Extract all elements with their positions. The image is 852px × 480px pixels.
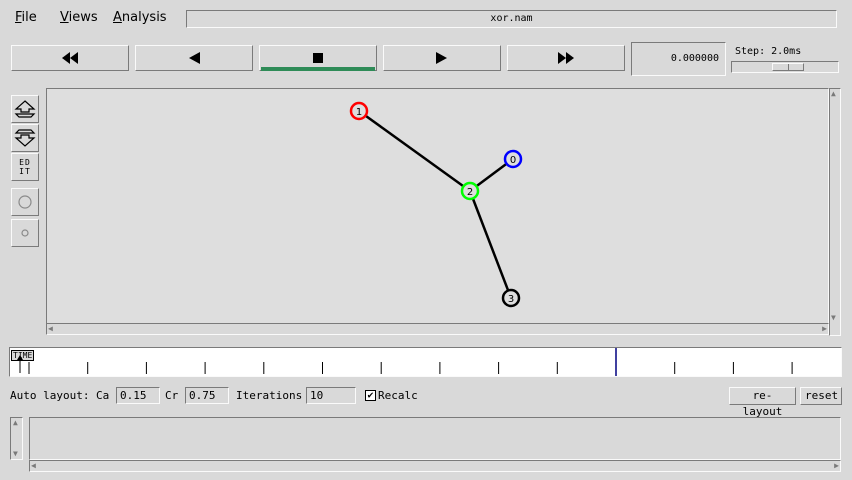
node-0[interactable]: 0 — [503, 149, 523, 169]
cr-input[interactable]: 0.75 — [185, 387, 229, 404]
menu-analysis[interactable]: Analysis — [113, 10, 167, 25]
menu-file[interactable]: File — [15, 10, 37, 25]
auto-layout-label: Auto layout: — [10, 389, 90, 402]
menu-views[interactable]: Views — [60, 10, 98, 25]
link-2-3 — [468, 190, 513, 299]
scroll-up-icon[interactable]: ▲ — [831, 89, 836, 98]
scroll-left-icon[interactable]: ◀ — [31, 461, 36, 470]
check-icon: ✔ — [367, 390, 374, 401]
node-0-label: 0 — [510, 155, 516, 166]
time-readout: 0.000000 — [631, 42, 726, 76]
output-vertical-scrollbar[interactable]: ▲ ▼ — [10, 417, 23, 460]
ca-label: Ca — [96, 389, 110, 402]
node-2-label: 2 — [467, 187, 473, 198]
play-forward-icon — [436, 52, 447, 64]
reset-button[interactable]: reset — [800, 387, 842, 405]
fast-rewind-button[interactable] — [11, 45, 129, 71]
zoom-in-icon — [14, 100, 36, 118]
network-canvas[interactable]: 1 0 2 3 — [46, 88, 829, 324]
node-2[interactable]: 2 — [460, 181, 480, 201]
circle-small-icon — [21, 229, 29, 237]
recalc-label: Recalc — [378, 389, 418, 402]
node-large-button[interactable] — [11, 188, 39, 216]
recalc-checkbox[interactable]: ✔ — [365, 390, 376, 401]
node-1-label: 1 — [356, 107, 362, 118]
scroll-up-icon[interactable]: ▲ — [13, 418, 18, 427]
network-graph: 1 0 2 3 — [349, 101, 523, 308]
cr-label: Cr — [165, 389, 179, 402]
fast-forward-icon — [558, 52, 574, 64]
step-label: Step: 2.0ms — [735, 46, 802, 57]
stop-button[interactable] — [259, 45, 377, 71]
canvas-vertical-scrollbar[interactable]: ▲ ▼ — [829, 88, 841, 336]
edit-button[interactable]: ED IT — [11, 153, 39, 181]
fast-forward-button[interactable] — [507, 45, 625, 71]
node-1[interactable]: 1 — [349, 101, 369, 121]
node-small-button[interactable] — [11, 219, 39, 247]
scroll-down-icon[interactable]: ▼ — [13, 449, 18, 458]
zoom-in-button[interactable] — [11, 95, 39, 123]
canvas-horizontal-scrollbar[interactable]: ◀ ▶ — [46, 323, 829, 335]
play-forward-button[interactable] — [383, 45, 501, 71]
link-1-2 — [358, 109, 471, 193]
timeline-ticks — [28, 348, 793, 376]
time-cursor-icon[interactable] — [17, 355, 23, 373]
circle-large-icon — [18, 195, 32, 209]
output-text-area[interactable] — [29, 417, 841, 460]
iterations-input[interactable]: 10 — [306, 387, 356, 404]
relayout-button[interactable]: re-layout — [729, 387, 796, 418]
edit-label: ED IT — [19, 158, 31, 176]
active-indicator — [261, 67, 375, 71]
time-label: TIME — [11, 350, 35, 361]
play-backward-icon — [189, 52, 200, 64]
node-3-label: 3 — [508, 294, 514, 305]
fast-rewind-icon — [62, 52, 78, 64]
timeline[interactable] — [9, 347, 842, 377]
output-horizontal-scrollbar[interactable]: ◀ ▶ — [29, 460, 841, 472]
scroll-down-icon[interactable]: ▼ — [831, 313, 836, 322]
stop-icon — [313, 53, 323, 63]
ca-input[interactable]: 0.15 — [116, 387, 160, 404]
scroll-right-icon[interactable]: ▶ — [822, 324, 827, 333]
play-backward-button[interactable] — [135, 45, 253, 71]
zoom-out-icon — [14, 129, 36, 147]
scroll-right-icon[interactable]: ▶ — [834, 461, 839, 470]
iterations-label: Iterations — [236, 389, 303, 402]
step-slider-thumb[interactable] — [772, 63, 804, 71]
window-title: xor.nam — [186, 10, 837, 28]
scroll-left-icon[interactable]: ◀ — [48, 324, 53, 333]
zoom-out-button[interactable] — [11, 124, 39, 152]
node-3[interactable]: 3 — [501, 288, 521, 308]
